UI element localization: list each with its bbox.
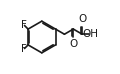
Text: OH: OH (83, 29, 99, 39)
Text: O: O (69, 39, 77, 49)
Text: F: F (21, 44, 27, 54)
Text: O: O (78, 14, 86, 24)
Text: F: F (21, 20, 27, 30)
